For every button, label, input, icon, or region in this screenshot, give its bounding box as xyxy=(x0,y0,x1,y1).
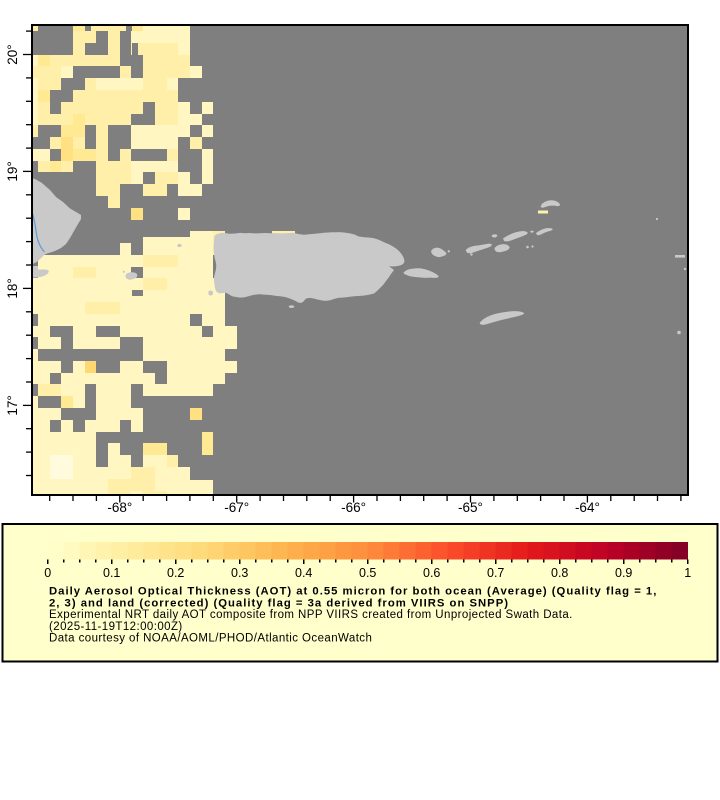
svg-text:Data courtesy of NOAA/AOML/PHO: Data courtesy of NOAA/AOML/PHOD/Atlantic… xyxy=(49,633,372,645)
svg-text:0.1: 0.1 xyxy=(103,566,120,580)
svg-text:-66°: -66° xyxy=(341,500,366,515)
svg-text:0: 0 xyxy=(44,566,51,580)
svg-text:-65°: -65° xyxy=(458,500,483,515)
svg-text:-67°: -67° xyxy=(224,500,249,515)
svg-text:0.5: 0.5 xyxy=(359,566,376,580)
svg-text:Daily Aerosol Optical Thicknes: Daily Aerosol Optical Thickness (AOT) at… xyxy=(49,586,657,598)
svg-text:20°: 20° xyxy=(5,44,20,64)
svg-text:Experimental NRT daily AOT com: Experimental NRT daily AOT composite fro… xyxy=(49,609,573,621)
svg-text:19°: 19° xyxy=(5,161,20,181)
svg-text:-68°: -68° xyxy=(107,500,132,515)
svg-text:0.9: 0.9 xyxy=(615,566,632,580)
svg-text:0.8: 0.8 xyxy=(551,566,568,580)
svg-text:1: 1 xyxy=(684,566,691,580)
svg-text:2, 3) and land (corrected) (Qu: 2, 3) and land (corrected) (Quality flag… xyxy=(49,598,509,610)
svg-text:-64°: -64° xyxy=(575,500,600,515)
svg-text:18°: 18° xyxy=(5,278,20,298)
svg-text:0.7: 0.7 xyxy=(487,566,504,580)
svg-text:0.2: 0.2 xyxy=(167,566,184,580)
svg-text:17°: 17° xyxy=(5,395,20,415)
svg-text:(2025-11-19T12:00:00Z): (2025-11-19T12:00:00Z) xyxy=(49,621,183,633)
svg-text:0.6: 0.6 xyxy=(423,566,440,580)
svg-text:0.3: 0.3 xyxy=(231,566,248,580)
svg-text:0.4: 0.4 xyxy=(295,566,312,580)
